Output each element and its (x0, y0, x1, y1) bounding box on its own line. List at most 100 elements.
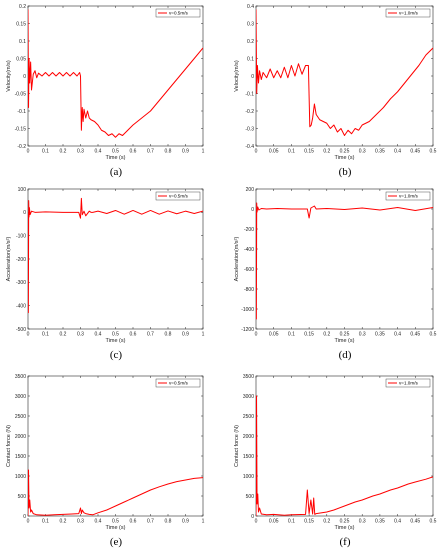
y-tick-label: 3500 (243, 374, 254, 380)
x-tick-label: 0.3 (77, 519, 84, 525)
y-tick-label: -400 (16, 303, 26, 309)
y-axis-title: Velocity(m/s) (234, 60, 240, 92)
y-tick-label: 1000 (15, 474, 26, 480)
x-tick-label: 0.8 (165, 519, 172, 525)
x-tick-label: 0.5 (112, 519, 119, 525)
y-tick-label: 3000 (243, 394, 254, 400)
x-tick-label: 0.45 (410, 149, 420, 155)
y-tick-label: -0.05 (15, 91, 27, 97)
x-tick-label: 0.2 (323, 149, 330, 155)
panel-caption: (e) (110, 536, 123, 548)
y-tick-label: 0.1 (247, 56, 254, 62)
y-tick-label: 500 (18, 494, 27, 500)
y-tick-label: -100 (16, 233, 26, 239)
y-tick-label: -400 (244, 247, 254, 253)
y-tick-label: -0.3 (245, 126, 254, 132)
series-line (256, 395, 433, 516)
legend-label: v=0.5m/s (169, 11, 188, 16)
y-tick-label: -200 (244, 227, 254, 233)
x-tick-label: 0.1 (42, 332, 49, 338)
x-axis-title: Time (s) (335, 155, 355, 161)
plot-frame (255, 5, 434, 147)
legend-box (385, 191, 431, 201)
chart-e: 0 0.1 0.2 0.3 0.4 0.5 0.6 0.7 0.8 0.9 1 0 500 1000 150… (6, 374, 205, 548)
x-tick-label: 0 (27, 149, 30, 155)
y-tick-label: 2000 (15, 434, 26, 440)
y-tick-label: 0.2 (19, 4, 26, 10)
panel-caption: (a) (110, 166, 123, 178)
x-tick-label: 0.35 (375, 149, 385, 155)
legend-label: v=1.0m/s (399, 194, 418, 199)
x-tick-label: 0.5 (430, 519, 437, 525)
x-tick-label: 0.2 (60, 332, 67, 338)
x-tick-label: 0.25 (340, 149, 350, 155)
x-tick-label: 0.1 (42, 149, 49, 155)
y-tick-label: 0.1 (19, 39, 26, 45)
x-tick-label: 0.7 (147, 519, 154, 525)
x-tick-label: 0.35 (375, 519, 385, 525)
x-tick-label: 0.35 (375, 332, 385, 338)
x-tick-label: 0.8 (165, 149, 172, 155)
x-tick-label: 0.4 (394, 149, 401, 155)
y-tick-label: 0.4 (247, 4, 254, 10)
x-tick-label: 0.8 (165, 332, 172, 338)
chart-c: 0 0.1 0.2 0.3 0.4 0.5 0.6 0.7 0.8 0.9 1 -500 -400 -30… (6, 187, 205, 361)
x-tick-label: 0.15 (304, 519, 314, 525)
x-axis-title: Time (s) (106, 155, 126, 161)
y-tick-label: -0.15 (15, 126, 27, 132)
y-tick-label: 3000 (15, 394, 26, 400)
x-tick-label: 0.6 (130, 332, 137, 338)
x-tick-label: 0.1 (288, 519, 295, 525)
x-tick-label: 0.3 (77, 149, 84, 155)
x-tick-label: 0.7 (147, 332, 154, 338)
y-axis-title: Velocity(m/s) (6, 60, 12, 92)
y-tick-label: 2000 (243, 434, 254, 440)
legend: v=0.5m/s (155, 8, 201, 18)
x-tick-label: 0.15 (304, 332, 314, 338)
y-tick-label: -800 (244, 287, 254, 293)
y-axis-title: Acceleration(m/s²) (6, 237, 12, 282)
legend-box (155, 378, 201, 388)
y-tick-label: 0 (23, 514, 26, 520)
legend-box (385, 8, 431, 18)
x-axis-title: Time (s) (106, 338, 126, 344)
legend-box (155, 8, 201, 18)
x-tick-label: 0.4 (394, 332, 401, 338)
y-axis-title: Contact force (N) (6, 425, 12, 467)
y-tick-label: 100 (18, 187, 27, 193)
y-tick-label: 2500 (243, 414, 254, 420)
x-tick-label: 0.45 (410, 332, 420, 338)
y-tick-label: 0.15 (16, 21, 26, 27)
y-tick-label: 0 (251, 74, 254, 80)
y-tick-label: -0.1 (245, 91, 254, 97)
x-tick-label: 0.3 (77, 332, 84, 338)
x-tick-label: 0.15 (304, 149, 314, 155)
x-tick-label: 1 (202, 519, 205, 525)
series-line (28, 469, 203, 516)
legend-box (385, 378, 431, 388)
x-tick-label: 0.9 (182, 332, 189, 338)
y-tick-label: 2500 (15, 414, 26, 420)
x-axis-title: Time (s) (335, 338, 355, 344)
x-tick-label: 0.6 (130, 149, 137, 155)
plot-frame (27, 5, 204, 147)
x-tick-label: 0.2 (323, 519, 330, 525)
plot-frame (255, 188, 434, 330)
y-tick-label: 0 (23, 210, 26, 216)
x-tick-label: 0.4 (95, 149, 102, 155)
x-tick-label: 0.05 (269, 149, 279, 155)
x-tick-label: 0.7 (147, 149, 154, 155)
panel-caption: (c) (110, 349, 123, 361)
x-tick-label: 0.4 (95, 519, 102, 525)
legend-box (155, 191, 201, 201)
x-tick-label: 0 (27, 519, 30, 525)
x-tick-label: 0.5 (430, 332, 437, 338)
y-tick-label: -500 (16, 327, 26, 333)
chart-f: 0 0.05 0.1 0.15 0.2 0.25 0.3 0.35 0.4 0.45 0.5 0 500… (234, 374, 437, 548)
y-tick-label: 1500 (15, 454, 26, 460)
x-tick-label: 1 (202, 332, 205, 338)
series-line (256, 9, 433, 136)
x-tick-label: 0.1 (42, 519, 49, 525)
y-tick-label: 0.3 (247, 21, 254, 27)
x-tick-label: 0 (27, 332, 30, 338)
